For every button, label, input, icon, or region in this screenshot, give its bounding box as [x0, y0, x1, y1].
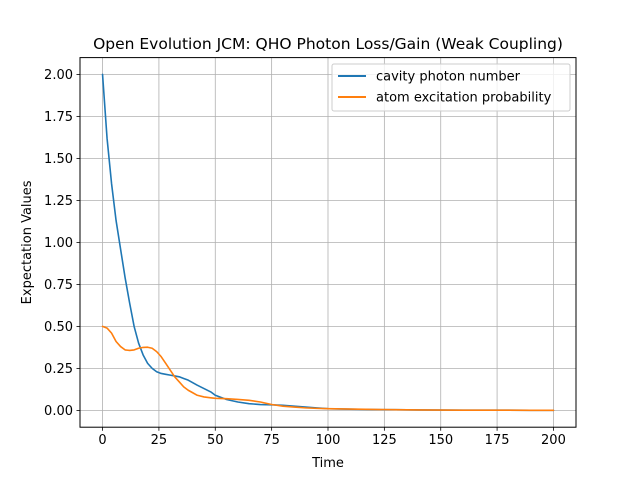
x-tick-label: 125: [372, 433, 397, 448]
y-tick-label: 1.50: [44, 152, 73, 167]
y-tick-label: 2.00: [44, 68, 73, 83]
y-tick-label: 1.00: [44, 236, 73, 251]
y-tick-label: 0.50: [44, 320, 73, 335]
chart-title: Open Evolution JCM: QHO Photon Loss/Gain…: [93, 35, 563, 53]
y-tick-label: 0.25: [44, 362, 73, 377]
y-tick-label: 1.75: [44, 110, 73, 125]
x-axis-ticks: 0 25 50 75 100 125 150 175 200: [98, 427, 566, 448]
legend: cavity photon number atom excitation pro…: [331, 63, 571, 112]
x-tick-label: 150: [428, 433, 453, 448]
x-tick-label: 0: [98, 433, 106, 448]
x-tick-label: 175: [485, 433, 510, 448]
x-tick-label: 100: [316, 433, 341, 448]
legend-label-atom: atom excitation probability: [376, 91, 552, 106]
series-line-atom-excitation-probability: [101, 325, 555, 412]
x-tick-label: 200: [541, 433, 566, 448]
x-tick-label: 75: [263, 433, 280, 448]
x-tick-label: 25: [151, 433, 168, 448]
legend-label-cavity: cavity photon number: [376, 70, 521, 85]
x-tick-label: 50: [207, 433, 224, 448]
x-axis-title: Time: [311, 456, 344, 471]
y-axis-title: Expectation Values: [20, 180, 35, 304]
series-layer: [101, 73, 555, 412]
y-tick-label: 1.25: [44, 194, 73, 209]
y-axis-ticks: 0.00 0.25 0.50 0.75 1.00 1.25 1.50 1.75 2.00: [44, 68, 80, 419]
legend-box: [331, 63, 571, 112]
y-tick-label: 0.00: [44, 404, 73, 419]
y-tick-label: 0.75: [44, 278, 73, 293]
